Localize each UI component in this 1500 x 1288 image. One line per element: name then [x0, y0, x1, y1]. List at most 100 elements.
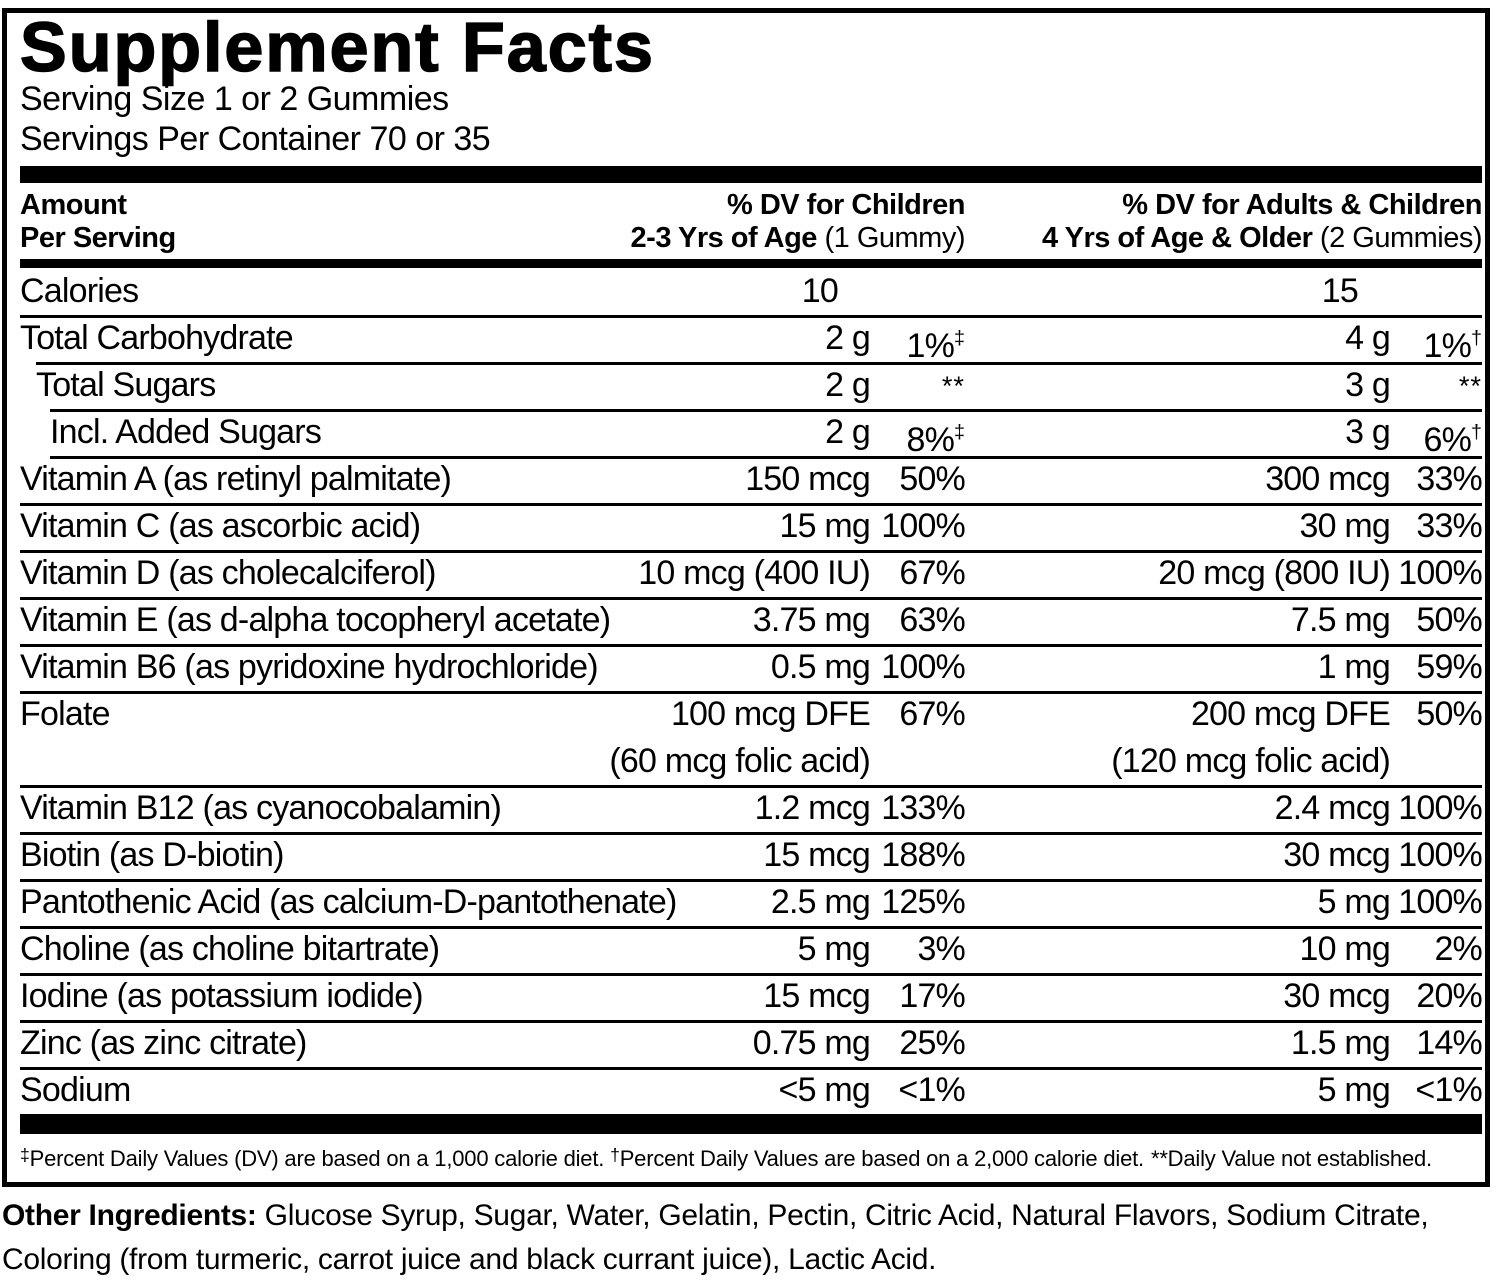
footnote-adults-text: Percent Daily Values are based on a 2,00… [619, 1146, 1144, 1171]
amount-header-line1: Amount [20, 189, 127, 221]
table-row: Zinc (as zinc citrate) 0.75 mg 25% 1.5 mg 14… [20, 1020, 1483, 1067]
footnote: ‡Percent Daily Values (DV) are based on … [20, 1134, 1482, 1182]
thick-divider-bar [20, 166, 1482, 183]
child-dv-value: 63% [899, 601, 965, 639]
amount-per-serving-header: Amount Per Serving [20, 189, 176, 255]
adult-amount-value: 3 g [1345, 413, 1391, 451]
adult-dv-value: 100% [1398, 883, 1483, 921]
dv-footnote-marker: † [1471, 327, 1482, 349]
adult-amount-value-line2: (120 mcg folic acid) [1111, 742, 1391, 780]
adults-dv-header-line2: 4 Yrs of Age & Older (2 Gummies) [1041, 222, 1483, 254]
children-dv-header: % DV for Children 2-3 Yrs of Age (1 Gumm… [630, 189, 966, 255]
table-row: Choline (as choline bitartrate) 5 mg 3% 10 … [20, 926, 1483, 973]
table-row: Total Carbohydrate 2 g 1%‡ 4 g 1%† [20, 315, 1482, 365]
nutrient-name: Total Carbohydrate [20, 319, 294, 357]
table-row: Biotin (as D-biotin) 15 mcg 188% 30 mcg 100% [20, 832, 1483, 879]
child-amount-value: 5 mg [797, 930, 871, 968]
table-row: Vitamin D (as cholecalciferol) 10 mcg (40… [20, 550, 1483, 597]
adult-amount-value: 1.5 mg [1290, 1024, 1391, 1062]
adult-dv-value: 100% [1398, 836, 1483, 874]
child-amount-value: 3.75 mg [752, 601, 871, 639]
row-divider-line [20, 926, 1482, 929]
child-amount-value: 10 [801, 272, 839, 310]
row-divider-line [20, 832, 1482, 835]
child-amount-value: 15 mcg [763, 977, 871, 1015]
table-row: Vitamin A (as retinyl palmitate) 150 mcg 5… [20, 456, 1483, 503]
child-amount-value: 2 g [825, 413, 871, 451]
adult-dv-value: 33% [1416, 507, 1482, 545]
nutrient-name: Zinc (as zinc citrate) [20, 1024, 307, 1062]
child-dv-value: 25% [899, 1024, 965, 1062]
adult-amount-value: 30 mcg [1283, 836, 1391, 874]
table-row: Pantothenic Acid (as calcium-D-pantothen… [20, 879, 1483, 926]
adult-dv-value: 20% [1416, 977, 1482, 1015]
adult-amount-value: 30 mcg [1283, 977, 1391, 1015]
adult-dv-value: 2% [1434, 930, 1482, 968]
row-divider-line [20, 1067, 1482, 1070]
child-dv-value: 125% [881, 883, 966, 921]
nutrient-name: Total Sugars [36, 366, 216, 404]
row-divider-line [50, 456, 1482, 459]
children-dv-header-line2: 2-3 Yrs of Age (1 Gummy) [630, 222, 966, 254]
adult-dv-value: 59% [1416, 648, 1482, 686]
adult-amount-value: 7.5 mg [1290, 601, 1391, 639]
adult-amount-value: 4 g [1345, 319, 1391, 357]
child-amount-value: 1.2 mcg [754, 789, 871, 827]
nutrient-name: Pantothenic Acid (as calcium-D-pantothen… [20, 883, 677, 921]
adult-amount-value: 3 g [1345, 366, 1391, 404]
row-divider-line [50, 409, 1482, 412]
adult-amount-value: 20 mcg (800 IU) [1158, 554, 1391, 592]
adult-dv-value: 33% [1416, 460, 1482, 498]
child-dv-value: 188% [881, 836, 966, 874]
row-divider-line [20, 315, 1482, 318]
nutrient-name: Biotin (as D-biotin) [20, 836, 284, 874]
nutrient-name: Choline (as choline bitartrate) [20, 930, 440, 968]
nutrient-name: Incl. Added Sugars [50, 413, 322, 451]
row-divider-line [20, 691, 1482, 694]
nutrient-name: Folate [20, 695, 111, 733]
dv-footnote-marker: ** [941, 370, 965, 401]
child-dv-value: 8%‡ [906, 421, 965, 459]
adult-dv-value: 100% [1398, 789, 1483, 827]
adult-amount-value: 5 mg [1317, 883, 1391, 921]
adult-dv-value: 50% [1416, 601, 1482, 639]
table-row: Sodium <5 mg <1% 5 mg <1% [20, 1067, 1483, 1114]
adult-amount-value: 10 mg [1299, 930, 1391, 968]
child-dv-value: 100% [881, 648, 966, 686]
table-row: Total Sugars 2 g ** 3 g ** [20, 362, 1482, 409]
adults-dv-header-line1: % DV for Adults & Children [1122, 189, 1482, 221]
dagger-marker: † [610, 1145, 620, 1165]
adult-amount-value: 5 mg [1317, 1071, 1391, 1109]
adult-dv-value: 6%† [1423, 421, 1482, 459]
nutrient-name: Sodium [20, 1071, 131, 1109]
supplement-facts-label: Supplement Facts Serving Size 1 or 2 Gum… [2, 8, 1490, 1187]
other-ingredients-text: Glucose Syrup, Sugar, Water, Gelatin, Pe… [2, 1199, 1429, 1276]
adult-amount-value: 1 mg [1317, 648, 1391, 686]
row-divider-line [20, 879, 1482, 882]
table-header-row: Amount Per Serving % DV for Children 2-3… [20, 183, 1483, 259]
child-dv-value: <1% [898, 1071, 965, 1109]
child-dv-value: 3% [917, 930, 965, 968]
amount-header-line2: Per Serving [20, 222, 176, 254]
header-divider-bar [20, 259, 1482, 268]
nutrient-name: Vitamin E (as d-alpha tocopheryl acetate… [20, 601, 611, 639]
dv-footnote-marker: ‡ [954, 327, 965, 349]
adults-dv-header: % DV for Adults & Children 4 Yrs of Age … [1041, 189, 1483, 255]
other-ingredients: Other Ingredients: Glucose Syrup, Sugar,… [2, 1194, 1488, 1282]
nutrient-name: Iodine (as potassium iodide) [20, 977, 424, 1015]
child-amount-value: 2 g [825, 366, 871, 404]
adult-dv-value: <1% [1415, 1071, 1482, 1109]
adult-dv-value: 1%† [1423, 327, 1482, 365]
adult-dv-value: 14% [1416, 1024, 1482, 1062]
children-dv-header-line1: % DV for Children [726, 189, 966, 221]
footnote-not-established-text: **Daily Value not established. [1150, 1146, 1432, 1171]
servings-per-container-line: Servings Per Container 70 or 35 [20, 120, 491, 158]
nutrient-name: Calories [20, 272, 139, 310]
table-row: Vitamin C (as ascorbic acid) 15 mg 100% 30 … [20, 503, 1483, 550]
child-amount-value: 150 mcg [745, 460, 871, 498]
adult-amount-value: 2.4 mcg [1274, 789, 1391, 827]
table-row: Calories 10 15 [20, 268, 1482, 315]
row-divider-line [20, 597, 1482, 600]
child-amount-value: 2 g [825, 319, 871, 357]
